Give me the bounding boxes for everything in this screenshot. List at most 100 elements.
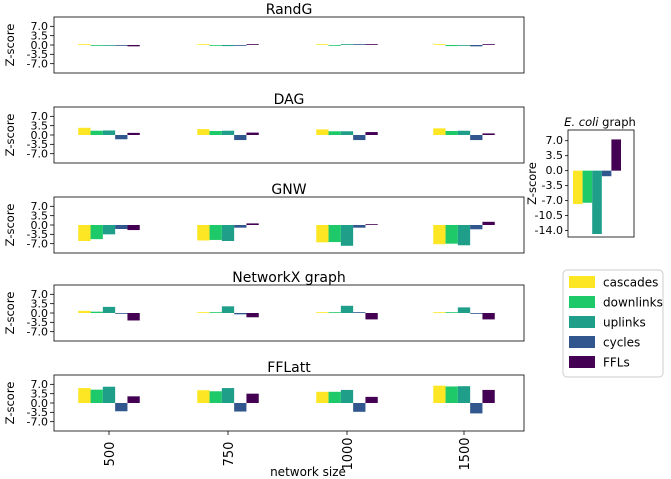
bar-cascades: [433, 225, 446, 245]
bar-cascades: [316, 312, 329, 313]
bar-ffls: [365, 132, 378, 135]
axes-frame: [53, 374, 525, 432]
y-tick-label: 3.5: [31, 119, 49, 132]
bar-cycles: [234, 313, 247, 315]
bar-cycles: [353, 135, 366, 141]
y-tick-label: 7.0: [31, 288, 49, 301]
y-tick-label: 7.0: [31, 110, 49, 123]
y-axis-label: Z-score: [3, 24, 17, 67]
ecoli-panel-title: E. coli graph: [564, 115, 636, 129]
inset-y-tick-label: 0.0: [546, 164, 564, 177]
bar-cascades: [78, 388, 91, 403]
legend-label-cascades: cascades: [603, 276, 658, 290]
bar-cycles: [234, 45, 247, 46]
bar-ffls: [482, 221, 495, 225]
bar-cascades: [316, 391, 329, 403]
axes-frame: [53, 284, 525, 342]
bar-uplinks: [340, 389, 354, 403]
bar-uplinks: [102, 386, 116, 403]
bar-ffls: [482, 44, 495, 45]
bar-downlinks: [445, 312, 458, 313]
shared-x-axis: network size 500 750 1000 1500: [103, 437, 473, 479]
bar-cascades: [433, 312, 446, 313]
legend-label-uplinks: uplinks: [603, 316, 646, 330]
legend-swatch-uplinks: [569, 316, 595, 328]
bar-downlinks: [445, 386, 458, 403]
legend-swatch-ffls: [569, 356, 595, 368]
bar-uplinks: [457, 307, 471, 313]
bar-cascades: [433, 44, 446, 45]
bar-uplinks: [340, 225, 354, 246]
bar-cascades: [433, 385, 446, 403]
bar-downlinks: [328, 131, 341, 135]
bar-uplinks: [457, 386, 471, 403]
bar-cycles: [470, 135, 483, 141]
bar-downlinks: [90, 225, 103, 240]
bar-cascades: [197, 390, 210, 403]
bar-cycles: [115, 225, 128, 229]
y-tick-label: 0.0: [31, 307, 49, 320]
panel-networkx-graph: NetworkX graph 7.03.50.0-3.5-7.0 Z-score: [3, 270, 525, 342]
bar-downlinks: [209, 45, 222, 46]
y-tick-label: -7.0: [27, 147, 48, 160]
bar-cycles: [234, 403, 247, 412]
bar-uplinks: [102, 306, 116, 313]
legend-swatch-cycles: [569, 336, 595, 348]
legend: cascades downlinks uplinks cycles FFLs: [562, 269, 664, 378]
legend-swatch-cascades: [569, 276, 595, 288]
x-tick-label: 1500: [458, 437, 473, 470]
y-tick-label: -3.5: [27, 316, 48, 329]
bar-cycles: [353, 225, 366, 228]
inset-y-tick-label: -7.0: [542, 194, 563, 207]
panel-group: RandG7.03.50.0-3.5-7.0Z-scoreDAG7.03.50.…: [3, 2, 525, 435]
inset-bar-cascades: [573, 170, 583, 205]
bar-ffls: [482, 133, 495, 135]
y-tick-label: 3.5: [31, 29, 49, 42]
x-tick-label: 500: [103, 442, 118, 467]
bar-downlinks: [209, 312, 222, 313]
bar-uplinks: [102, 130, 116, 135]
bar-cascades: [316, 225, 329, 243]
panel-fflatt: FFLatt 7.03.50.0-3.5-7.0 Z-score: [3, 360, 525, 435]
bar-cascades: [78, 127, 91, 135]
y-tick-label: -7.0: [27, 237, 48, 250]
bar-downlinks: [445, 131, 458, 135]
y-tick-label: 3.5: [31, 209, 49, 222]
bar-cycles: [115, 313, 128, 314]
y-tick-label: 0.0: [31, 39, 49, 52]
x-tick-label: 750: [222, 442, 237, 467]
y-tick-label: 7.0: [31, 378, 49, 391]
bar-downlinks: [445, 225, 458, 244]
inset-bar-cycles: [601, 170, 612, 177]
bar-uplinks: [340, 44, 354, 45]
bar-uplinks: [340, 131, 354, 135]
bar-uplinks: [340, 305, 354, 313]
panel-title: NetworkX graph: [232, 270, 345, 286]
bar-downlinks: [209, 225, 222, 240]
y-tick-label: -7.0: [27, 57, 48, 70]
bar-uplinks: [221, 225, 235, 241]
inset-bar-uplinks: [592, 170, 602, 234]
bar-ffls: [365, 396, 378, 403]
bar-downlinks: [90, 389, 103, 403]
legend-swatch-downlinks: [569, 296, 595, 308]
bar-cycles: [353, 44, 366, 45]
bar-ffls: [246, 44, 259, 45]
axes-frame: [53, 196, 525, 254]
panel-title: RandG: [266, 2, 313, 18]
inset-y-axis-label: Z-score: [525, 162, 539, 205]
y-tick-label: 0.0: [31, 129, 49, 142]
y-tick-label: 0.0: [31, 219, 49, 232]
axes-frame: [53, 106, 525, 164]
bar-ffls: [127, 45, 140, 47]
y-tick-label: -3.5: [27, 138, 48, 151]
panel-title: DAG: [274, 92, 305, 108]
y-tick-label: -7.0: [27, 325, 48, 338]
bar-uplinks: [102, 225, 116, 235]
bar-cascades: [197, 225, 210, 241]
bar-ffls: [246, 393, 259, 403]
y-tick-label: 3.5: [31, 297, 49, 310]
bar-cycles: [470, 225, 483, 230]
bar-cascades: [316, 44, 329, 45]
